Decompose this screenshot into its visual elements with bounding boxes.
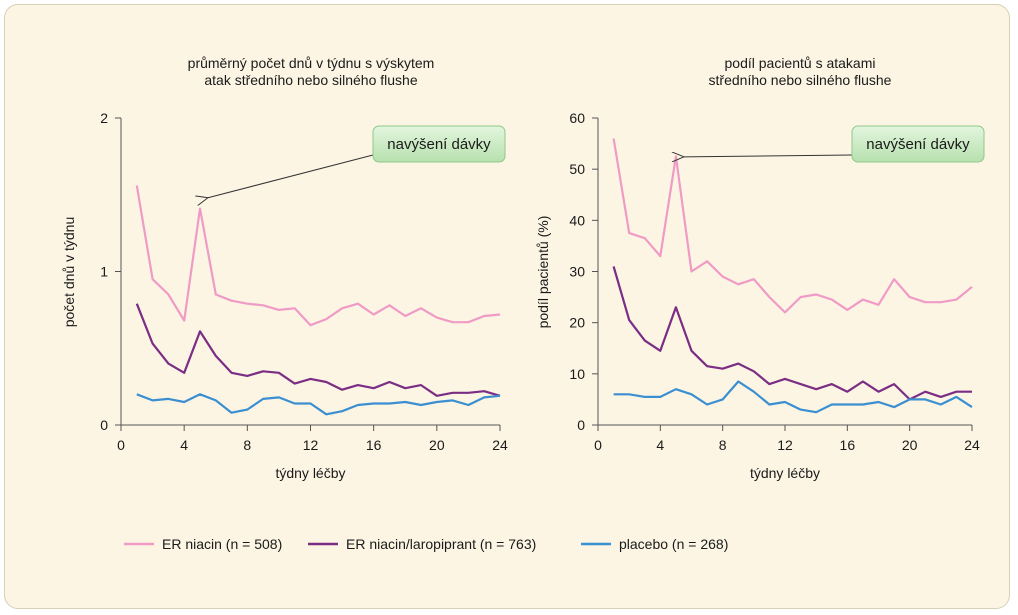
y-tick-label: 0 <box>577 417 585 433</box>
y-axis-label: podíl pacientů (%) <box>535 216 551 329</box>
series-line-er-niacin <box>135 185 501 327</box>
y-tick-label: 2 <box>100 110 108 126</box>
series-line-er-niacin-laropiprant <box>135 303 501 397</box>
annotation-box <box>851 125 985 163</box>
chart-title-line: podíl pacientů s atakami <box>725 55 876 71</box>
x-tick-label: 12 <box>303 437 319 453</box>
chart-title: podíl pacientů s atakami středního nebo s… <box>709 55 892 88</box>
x-tick-label: 24 <box>964 437 980 453</box>
series-line-er-niacin-laropiprant <box>612 266 972 401</box>
chart-title-line: průměrný počet dnů v týdnu s výskytem <box>188 55 435 71</box>
annotation-arrow <box>684 155 853 157</box>
annotation-box <box>372 125 506 163</box>
y-tick-label: 20 <box>569 315 585 331</box>
chart-right: podíl pacientů s atakami středního nebo s… <box>535 55 985 481</box>
x-tick-label: 20 <box>902 437 918 453</box>
x-tick-label: 8 <box>243 437 251 453</box>
legend-label: ER niacin (n = 508) <box>162 536 282 552</box>
annotation-label: navýšení dávky <box>387 136 491 153</box>
x-tick-label: 16 <box>366 437 382 453</box>
x-tick-label: 0 <box>117 437 125 453</box>
y-tick-label: 60 <box>569 110 585 126</box>
y-tick-label: 30 <box>569 264 585 280</box>
series-line-er-niacin <box>612 138 973 314</box>
annotation-label: navýšení dávky <box>866 136 970 153</box>
y-tick-label: 40 <box>569 212 585 228</box>
y-tick-label: 10 <box>569 366 585 382</box>
x-axis-label: týdny léčby <box>750 465 820 481</box>
x-tick-label: 20 <box>429 437 445 453</box>
series-line-placebo <box>136 393 501 416</box>
y-tick-label: 0 <box>100 417 108 433</box>
y-axis-label: počet dnů v týdnu <box>61 217 77 328</box>
legend: ER niacin (n = 508) ER niacin/laropiprant… <box>124 536 728 552</box>
x-tick-label: 4 <box>656 437 664 453</box>
y-tick-label: 1 <box>100 264 108 280</box>
x-tick-label: 12 <box>777 437 793 453</box>
x-tick-label: 16 <box>840 437 856 453</box>
x-tick-label: 4 <box>180 437 188 453</box>
chart-left: průměrný počet dnů v týdnu s výskytem ata… <box>61 55 508 481</box>
x-tick-label: 24 <box>492 437 508 453</box>
legend-label: ER niacin/laropiprant (n = 763) <box>346 536 536 552</box>
annotation-arrow <box>208 154 374 198</box>
x-tick-label: 0 <box>594 437 602 453</box>
x-axis-label: týdny léčby <box>275 465 345 481</box>
series-line-placebo <box>613 380 973 414</box>
chart-title-line: středního nebo silného flushe <box>709 72 892 88</box>
x-tick-label: 8 <box>719 437 727 453</box>
y-tick-label: 50 <box>569 161 585 177</box>
legend-label: placebo (n = 268) <box>619 536 728 552</box>
chart-title-line: atak středního nebo silného flushe <box>204 72 417 88</box>
chart-title: průměrný počet dnů v týdnu s výskytem ata… <box>188 55 435 88</box>
